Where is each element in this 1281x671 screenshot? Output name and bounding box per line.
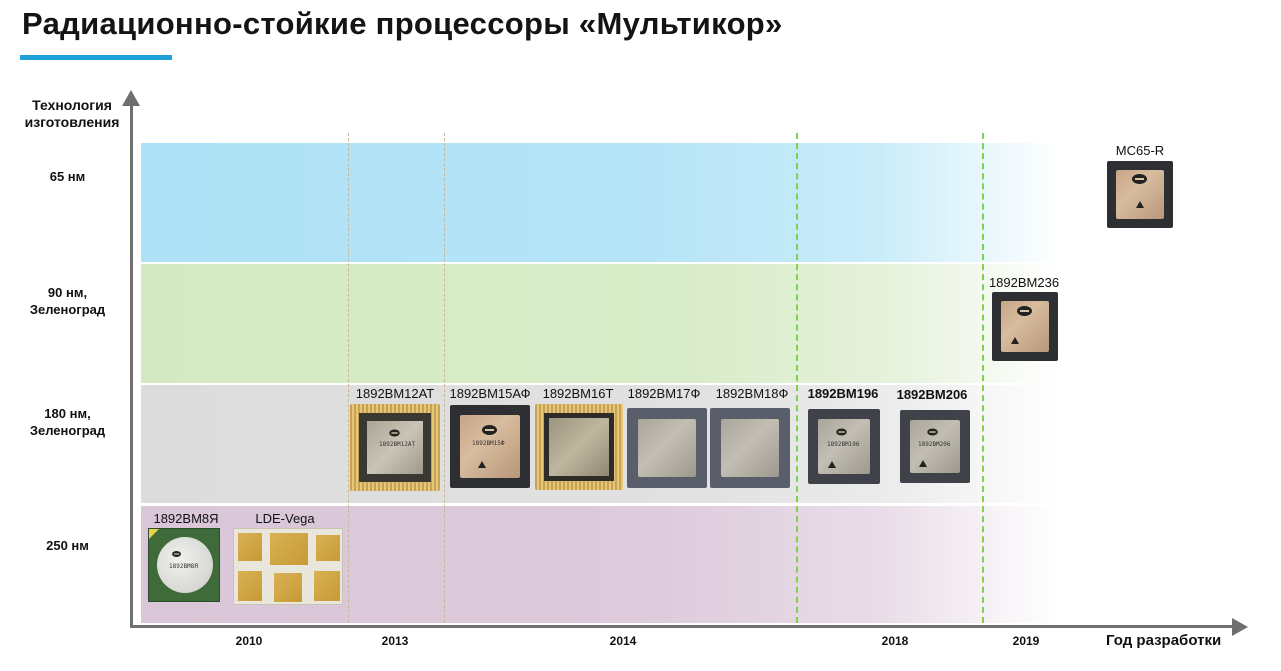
chip-image-1892vm236	[992, 292, 1058, 361]
year-label-2018: 2018	[881, 634, 909, 648]
chip-label-1892vm236: 1892ВМ236	[988, 275, 1060, 290]
chip-image-1892vm18f	[710, 408, 790, 488]
row-label-90nm: 90 нм, Зеленоград	[29, 285, 106, 317]
marking-1892vm196: 1892ВМ196	[827, 441, 860, 448]
chip-image-1892vm16t	[535, 404, 623, 490]
chip-image-1892vm12at: 1892ВМ12АТ	[350, 404, 440, 491]
chip-label-1892vm18f: 1892ВМ18Ф	[715, 386, 789, 401]
chip-image-1892vm206: 1892ВМ206	[900, 410, 970, 483]
chip-image-mc65-r	[1107, 161, 1173, 228]
band-90nm	[141, 264, 1061, 383]
y-axis-arrow	[122, 90, 140, 106]
year-label-2014: 2014	[609, 634, 637, 648]
chip-label-1892vm196: 1892ВМ196	[807, 386, 879, 401]
year-label-2010: 2010	[235, 634, 263, 648]
chip-image-1892vm15af: 1892ВМ15Ф	[450, 405, 530, 488]
year-label-2013: 2013	[381, 634, 409, 648]
chip-label-lde-vega: LDE-Vega	[255, 511, 315, 526]
y-axis-title: Технология изготовления	[24, 97, 120, 130]
divider-2019-start	[982, 133, 984, 623]
chip-label-1892vm15af: 1892ВМ15АФ	[449, 386, 531, 401]
marking-1892vm12at: 1892ВМ12АТ	[379, 441, 416, 448]
divider-2018-start	[796, 133, 798, 623]
chip-image-1892vm8ya: 1892ВМ8Я	[148, 528, 220, 602]
chip-label-1892vm16t: 1892ВМ16Т	[542, 386, 614, 401]
chip-image-1892vm17f	[627, 408, 707, 488]
x-axis	[130, 625, 1240, 628]
divider-2014-start	[444, 133, 445, 623]
row-label-250nm: 250 нм	[46, 538, 89, 553]
chip-image-lde-vega	[233, 528, 343, 605]
chip-label-1892vm8ya: 1892ВМ8Я	[153, 511, 219, 526]
marking-1892vm206: 1892ВМ206	[918, 441, 951, 448]
chip-label-1892vm12at: 1892ВМ12АТ	[355, 386, 435, 401]
y-axis	[130, 100, 133, 628]
band-65nm	[141, 143, 1061, 262]
divider-2013-start	[348, 133, 349, 623]
title-underline	[20, 55, 172, 60]
x-axis-title: Год разработки	[1106, 632, 1222, 649]
chip-label-1892vm206: 1892ВМ206	[896, 387, 968, 402]
row-label-180nm: 180 нм, Зеленоград	[29, 406, 106, 438]
chip-label-mc65-r: MC65-R	[1115, 143, 1165, 158]
x-axis-arrow	[1232, 618, 1248, 636]
year-label-2019: 2019	[1012, 634, 1040, 648]
marking-1892vm8ya: 1892ВМ8Я	[169, 563, 198, 570]
chip-label-1892vm17f: 1892ВМ17Ф	[627, 386, 701, 401]
row-label-65nm: 65 нм	[49, 169, 86, 184]
marking-1892vm15af: 1892ВМ15Ф	[472, 440, 505, 447]
chip-image-1892vm196: 1892ВМ196	[808, 409, 880, 484]
page-title: Радиационно-стойкие процессоры «Мультико…	[22, 6, 783, 41]
